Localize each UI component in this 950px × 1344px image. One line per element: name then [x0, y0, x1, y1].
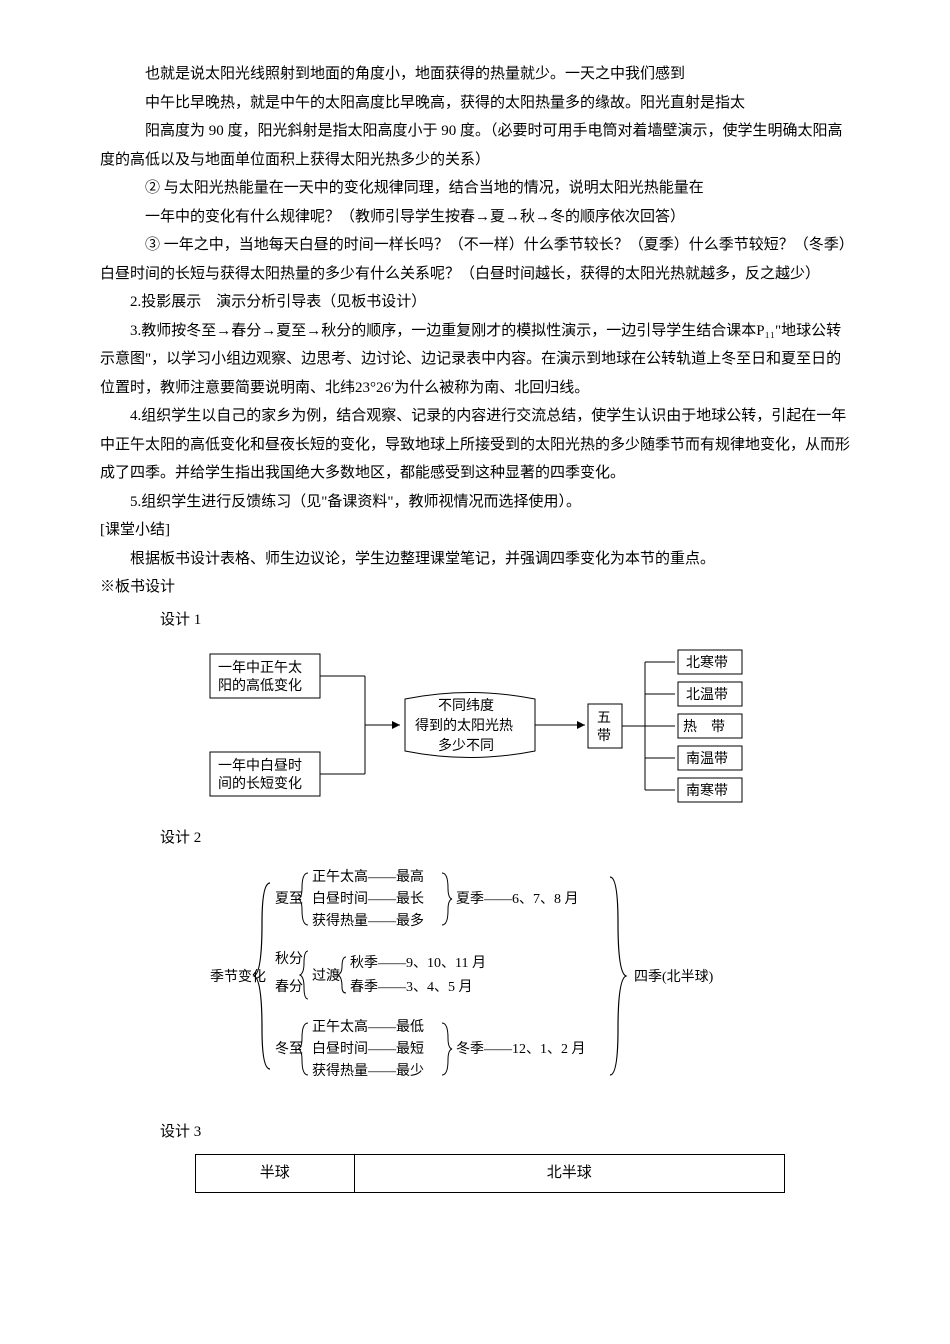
- d2-dz-item-1: 正午太高——最低: [312, 1018, 424, 1035]
- design-3-table: 半球 北半球: [195, 1154, 785, 1193]
- para-step-3: 3.教师按冬至→春分→夏至→秋分的顺序，一边重复刚才的模拟性演示，一边引导学生结…: [100, 317, 850, 403]
- design3-col-1: 半球: [196, 1155, 355, 1193]
- d2-xz-season: 夏季——6、7、8 月: [456, 891, 579, 907]
- d2-dz-item-3: 获得热量——最少: [312, 1062, 424, 1079]
- d1-midright-line1: 五: [597, 711, 611, 726]
- d2-qiufen: 秋分: [275, 951, 303, 967]
- d2-dz-season: 冬季——12、1、2 月: [456, 1041, 586, 1057]
- diagram-1-flowchart: .bt { font-family: "SimSun","宋体",serif; …: [200, 644, 850, 814]
- d2-guodu-1: 秋季——9、10、11 月: [350, 955, 486, 971]
- para-sun-angle-1: 也就是说太阳光线照射到地面的角度小，地面获得的热量就少。一天之中我们感到: [100, 60, 850, 89]
- d1-zone-1: 北寒带: [686, 654, 728, 671]
- d1-zone-2: 北温带: [686, 687, 728, 703]
- d1-center-line3: 多少不同: [438, 737, 494, 754]
- d2-xz-item-2: 白昼时间——最长: [312, 891, 424, 907]
- para-sun-angle-2: 中午比早晚热，就是中午的太阳高度比早晚高，获得的太阳热量多的缘故。阳光直射是指太: [100, 89, 850, 118]
- para-step-2: 2.投影展示 演示分析引导表（见板书设计）: [100, 288, 850, 317]
- d1-center-line1: 不同纬度: [438, 698, 494, 714]
- d2-result: 四季(北半球): [634, 969, 714, 985]
- d2-guodu: 过渡: [312, 968, 340, 984]
- table-row: 半球 北半球: [196, 1155, 785, 1193]
- d2-guodu-2: 春季——3、4、5 月: [350, 979, 473, 995]
- d1-zone-5: 南寒带: [686, 782, 728, 799]
- design-1-label: 设计 1: [100, 606, 850, 635]
- board-design-label: ※板书设计: [100, 573, 850, 602]
- para-item-3: ③ 一年之中，当地每天白昼的时间一样长吗？（不一样）什么季节较长？（夏季）什么季…: [100, 231, 850, 288]
- d1-left-box-2-line2: 间的长短变化: [218, 776, 302, 792]
- d2-dz-item-2: 白昼时间——最短: [312, 1041, 424, 1057]
- d1-left-box-2-line1: 一年中白昼时: [218, 758, 302, 774]
- class-summary-label: [课堂小结]: [100, 516, 850, 545]
- d2-chunfen: 春分: [275, 979, 303, 995]
- design3-col-2: 北半球: [354, 1155, 784, 1193]
- d1-center-line2: 得到的太阳光热: [415, 717, 513, 734]
- d1-left-box-1-line2: 阳的高低变化: [218, 677, 302, 694]
- para-item-2: ② 与太阳光热能量在一天中的变化规律同理，结合当地的情况，说明太阳光热能量在: [100, 174, 850, 203]
- para-summary: 根据板书设计表格、师生边议论，学生边整理课堂笔记，并强调四季变化为本节的重点。: [100, 545, 850, 574]
- d2-xz-item-3: 获得热量——最多: [312, 912, 424, 929]
- para-step-4: 4.组织学生以自己的家乡为例，结合观察、记录的内容进行交流总结，使学生认识由于地…: [100, 402, 850, 488]
- design-3-label: 设计 3: [100, 1118, 850, 1147]
- design-2-label: 设计 2: [100, 824, 850, 853]
- para-step-5: 5.组织学生进行反馈练习（见"备课资料"，教师视情况而选择使用）。: [100, 488, 850, 517]
- diagram-2-tree: .bt { font-family: "SimSun","宋体",serif; …: [210, 863, 850, 1088]
- d1-zone-4: 南温带: [686, 751, 728, 767]
- para-sun-angle-3: 阳高度为 90 度，阳光斜射是指太阳高度小于 90 度。（必要时可用手电筒对着墙…: [100, 117, 850, 174]
- d1-zone-3: 热 带: [683, 719, 725, 735]
- d1-midright-line2: 带: [597, 728, 611, 744]
- d2-xz-item-1: 正午太高——最高: [312, 868, 424, 885]
- d1-left-box-1-line1: 一年中正午太: [218, 660, 302, 676]
- para-item-2b: 一年中的变化有什么规律呢？（教师引导学生按春→夏→秋→冬的顺序依次回答）: [100, 203, 850, 232]
